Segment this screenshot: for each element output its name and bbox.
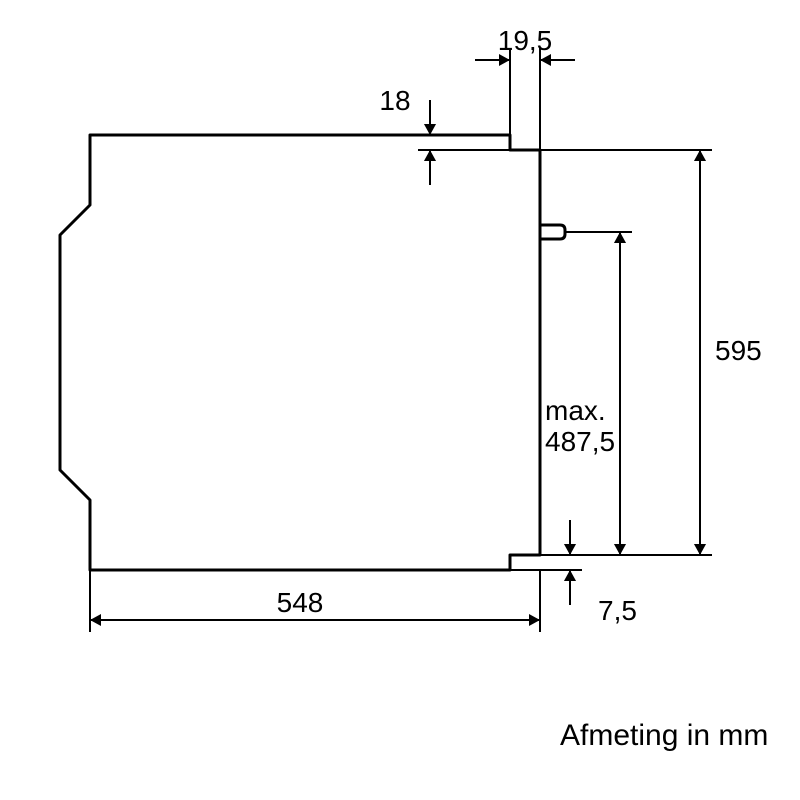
caption-units: Afmeting in mm — [560, 719, 768, 752]
dim-label-7-5: 7,5 — [598, 595, 637, 626]
dim-label-595: 595 — [715, 335, 762, 366]
door-handle — [540, 225, 565, 239]
dim-label-548: 548 — [277, 587, 324, 618]
dim-label-19-5: 19,5 — [498, 25, 553, 56]
dim-label-487-5: max.487,5 — [545, 395, 615, 457]
appliance-outline — [60, 135, 540, 570]
dim-label-18: 18 — [379, 85, 410, 116]
